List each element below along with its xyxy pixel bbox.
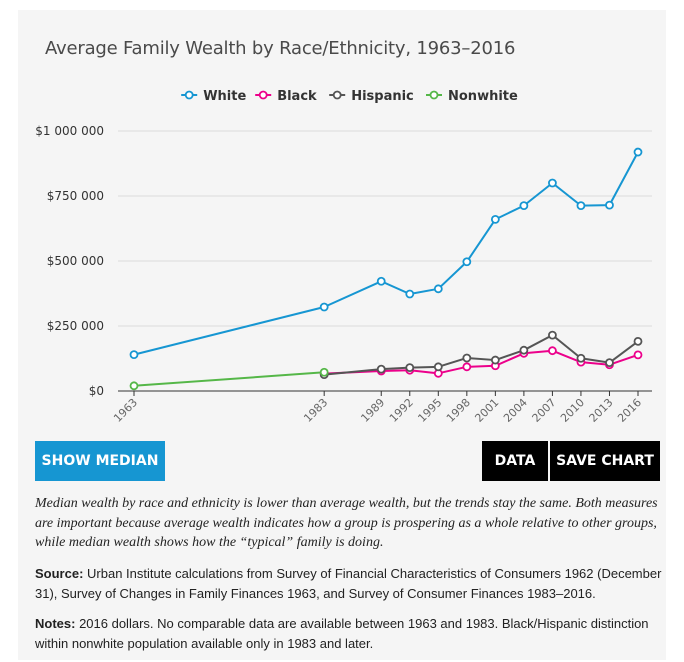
source-note: Source: Urban Institute calculations fro… (35, 564, 665, 604)
x-tick-label: 1963 (111, 396, 140, 425)
save-chart-button[interactable]: SAVE CHART (550, 441, 660, 481)
data-point-black (633, 350, 643, 360)
x-tick-label: 2016 (615, 396, 644, 425)
show-median-button[interactable]: SHOW MEDIAN (35, 441, 165, 481)
data-point-white (405, 289, 415, 299)
data-point-white (376, 276, 386, 286)
series-line-hispanic (324, 334, 639, 376)
x-tick-label: 1983 (301, 396, 330, 425)
legend-item-black[interactable]: Black (255, 89, 317, 104)
x-axis: 1963 1983 1989 1992 1995 1998 2001 2004 2007 2010… (111, 390, 652, 425)
legend-item-hispanic[interactable]: Hispanic (329, 89, 414, 104)
data-point-white (490, 214, 500, 224)
data-point-white (519, 201, 529, 211)
y-tick-label: $500 000 (47, 254, 104, 268)
x-tick-label: 2001 (472, 396, 501, 425)
y-axis-ticks: $0 $250 000 $500 000 $750 000 $1 000 000 (35, 124, 104, 398)
chart-panel (18, 10, 666, 660)
legend-swatch-marker (429, 90, 439, 100)
source-label: Source: (35, 566, 84, 581)
data-point-white (576, 201, 586, 211)
legend-item-white[interactable]: White (181, 89, 246, 104)
data-point-white (462, 257, 472, 267)
notes-note: Notes: 2016 dollars. No comparable data … (35, 614, 665, 654)
data-point-white (129, 350, 139, 360)
data-point-white (433, 284, 443, 294)
data-point-hispanic (376, 364, 386, 374)
data-point-white (548, 178, 557, 188)
data-point-hispanic (548, 330, 557, 340)
x-tick-label: 1998 (444, 396, 473, 425)
chart-description: Median wealth by race and ethnicity is l… (35, 496, 658, 550)
notes-label: Notes: (35, 616, 76, 631)
data-point-black (548, 346, 557, 356)
y-tick-label: $750 000 (47, 189, 104, 203)
x-tick-label: 2004 (501, 396, 530, 425)
data-point-white (633, 147, 643, 157)
data-point-hispanic (433, 362, 443, 372)
data-point-hispanic (405, 363, 415, 373)
x-tick-label: 2007 (530, 396, 559, 425)
data-point-nonwhite (319, 367, 329, 377)
series-line-white (133, 151, 639, 356)
legend-label: Black (277, 89, 317, 104)
legend-item-nonwhite[interactable]: Nonwhite (426, 89, 518, 104)
y-tick-label: $250 000 (47, 319, 104, 333)
legend-label: White (203, 89, 246, 104)
series-points (129, 147, 643, 391)
notes-text: 2016 dollars. No comparable data are ava… (35, 616, 649, 651)
data-point-hispanic (462, 353, 472, 363)
legend-swatch-marker (332, 90, 342, 100)
series-line-nonwhite (133, 371, 325, 387)
data-point-black (462, 362, 472, 372)
x-tick-label: 2013 (587, 396, 616, 425)
data-point-hispanic (605, 358, 614, 368)
y-tick-label: $1 000 000 (35, 124, 104, 138)
data-point-white (605, 200, 614, 210)
data-point-hispanic (519, 345, 529, 355)
data-point-nonwhite (129, 381, 139, 391)
x-tick-label: 1995 (415, 396, 444, 425)
chart-title: Average Family Wealth by Race/Ethnicity,… (45, 38, 516, 59)
data-button[interactable]: DATA (482, 441, 548, 481)
series-lines (133, 151, 639, 387)
data-point-hispanic (490, 355, 500, 365)
legend-label: Nonwhite (448, 89, 518, 104)
x-tick-label: 1992 (387, 396, 416, 425)
x-tick-label: 2010 (558, 396, 587, 425)
legend-label: Hispanic (351, 89, 414, 104)
gridlines (118, 130, 652, 327)
data-point-hispanic (633, 336, 643, 346)
data-point-white (319, 302, 329, 312)
line-chart: White Black Hispanic Nonwhite $0 $250 000 $50… (35, 89, 652, 425)
x-tick-label: 1989 (358, 396, 387, 425)
legend-swatch-marker (184, 90, 194, 100)
legend[interactable]: White Black Hispanic Nonwhite (181, 89, 518, 104)
data-point-hispanic (576, 353, 586, 363)
source-text: Urban Institute calculations from Survey… (35, 566, 662, 601)
y-tick-label: $0 (89, 384, 104, 398)
legend-swatch-marker (258, 90, 268, 100)
